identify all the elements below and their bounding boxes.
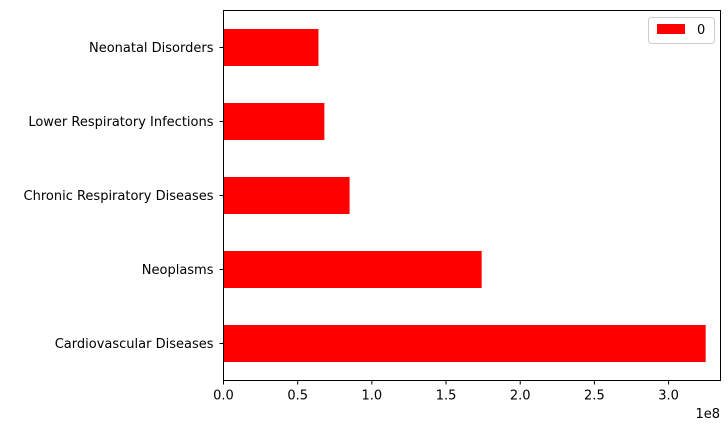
bar — [223, 29, 319, 66]
y-tick-label: Lower Respiratory Infections — [28, 115, 213, 130]
y-tick-label: Cardiovascular Diseases — [55, 337, 214, 352]
plot-frame — [223, 10, 721, 381]
y-tick-label: Neoplasms — [142, 263, 214, 278]
y-tick-label: Chronic Respiratory Diseases — [24, 189, 214, 204]
bar — [223, 251, 482, 288]
legend: 0 — [648, 17, 715, 44]
x-tick-label: 0.5 — [287, 389, 308, 404]
bars-group — [223, 29, 706, 362]
bar — [223, 103, 325, 140]
bar — [223, 325, 706, 362]
x-tick-label: 2.0 — [510, 389, 531, 404]
x-tick-label: 1.5 — [436, 389, 457, 404]
legend-swatch — [657, 24, 685, 34]
y-axis-ticks: Cardiovascular Diseases Neoplasms Chronic … — [24, 41, 224, 352]
legend-label: 0 — [697, 23, 705, 38]
x-tick-label: 1.0 — [362, 389, 383, 404]
x-tick-label: 3.0 — [658, 389, 679, 404]
x-tick-label: 0.0 — [213, 389, 234, 404]
bar — [223, 177, 350, 214]
x-tick-label: 2.5 — [584, 389, 605, 404]
x-axis-offset-label: 1e8 — [695, 407, 720, 422]
x-axis-ticks: 0.0 0.5 1.0 1.5 2.0 2.5 3.0 — [213, 380, 679, 404]
y-tick-label: Neonatal Disorders — [89, 41, 214, 56]
